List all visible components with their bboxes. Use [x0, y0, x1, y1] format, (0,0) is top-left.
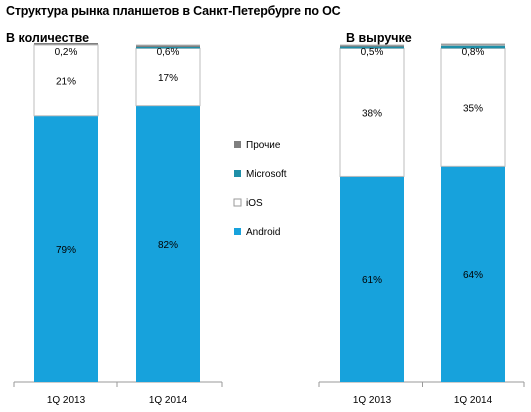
bar-ios [33, 44, 99, 117]
data-label-android: 79% [56, 245, 76, 256]
data-label-microsoft: 0,8% [462, 47, 485, 58]
bar-ios [440, 47, 506, 167]
x-tick-label: 1Q 2014 [149, 395, 188, 406]
legend-label-ios: iOS [246, 198, 263, 209]
legend-label-android: Android [246, 227, 280, 238]
x-tick-label: 1Q 2014 [454, 395, 493, 406]
bar-microsoft [340, 46, 404, 49]
data-label-ios: 38% [362, 108, 382, 119]
legend-label-microsoft: Microsoft [246, 169, 287, 180]
bar-android [441, 166, 505, 382]
bar-ios [339, 47, 405, 177]
bar-android [340, 176, 404, 382]
x-tick-label: 1Q 2013 [47, 395, 86, 406]
data-label-android: 82% [158, 240, 178, 251]
legend-swatch-microsoft [234, 170, 241, 177]
data-label-other: 0,6% [157, 47, 180, 58]
bar-microsoft [441, 45, 505, 49]
bar-other [340, 44, 404, 47]
legend-swatch-ios [233, 198, 242, 207]
data-label-other: 0,2% [55, 47, 78, 58]
right-panel-title: В выручке [346, 31, 412, 45]
data-label-microsoft: 0,5% [361, 47, 384, 58]
data-label-android: 64% [463, 270, 483, 281]
bar-android [136, 105, 200, 382]
data-label-ios: 21% [56, 76, 76, 87]
bar-other [136, 45, 200, 48]
chart-title: Структура рынка планшетов в Санкт-Петерб… [6, 4, 341, 18]
data-label-android: 61% [362, 275, 382, 286]
data-label-ios: 17% [158, 73, 178, 84]
left-panel-title: В количестве [6, 31, 90, 45]
x-tick-label: 1Q 2013 [353, 395, 392, 406]
legend-swatch-other [234, 141, 241, 148]
bar-android [34, 115, 98, 383]
legend-label-other: Прочие [246, 140, 281, 151]
data-label-ios: 35% [463, 103, 483, 114]
legend-swatch-android [234, 228, 241, 235]
bar-microsoft [136, 46, 200, 49]
bar-other [34, 43, 98, 45]
